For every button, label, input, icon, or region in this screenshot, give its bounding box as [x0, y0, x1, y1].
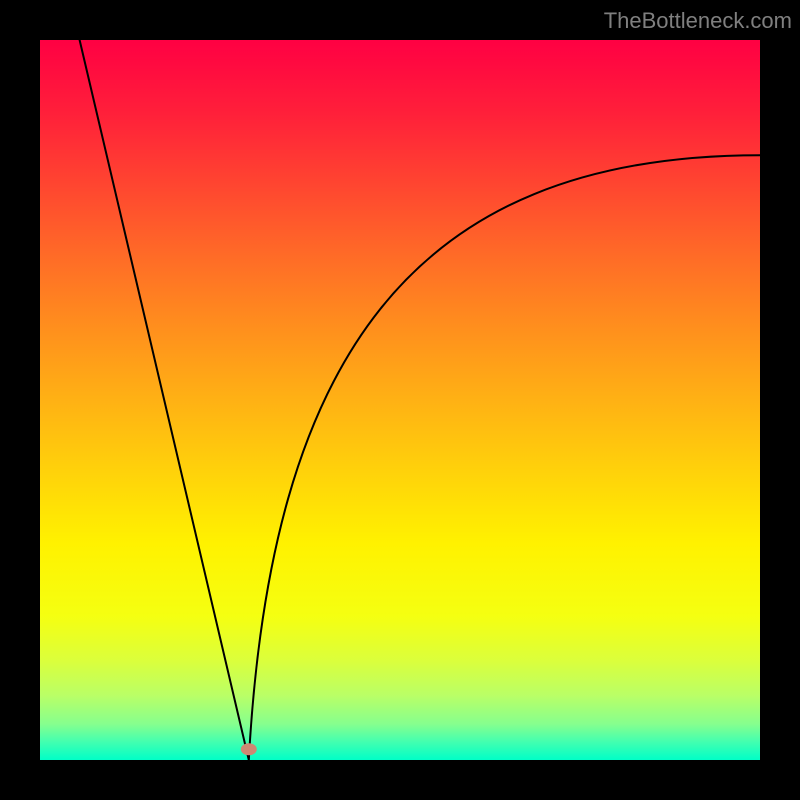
- watermark-text: TheBottleneck.com: [604, 8, 792, 33]
- optimal-marker: [241, 743, 257, 755]
- plot-area: [40, 40, 760, 760]
- bottleneck-chart: TheBottleneck.com: [0, 0, 800, 800]
